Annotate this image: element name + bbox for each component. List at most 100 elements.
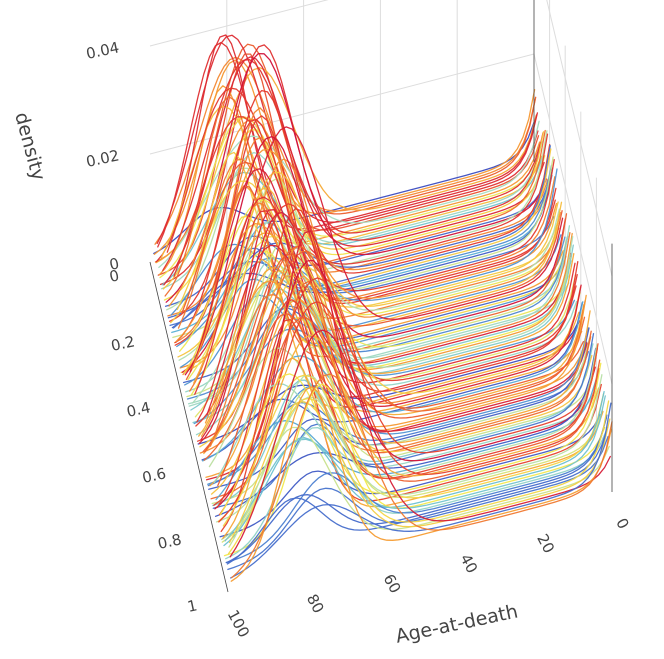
density-curve [177,158,560,329]
density-curve [219,362,602,516]
x-tick-label: 100 [224,607,253,641]
density-curve [166,130,548,311]
x-tick-label: 40 [456,551,481,576]
density-curve [214,259,596,510]
density-curve [157,41,539,248]
density-curve [220,318,602,533]
density-curve [230,402,612,579]
density-curve [176,168,558,348]
density-curve [212,343,594,507]
x-tick-label: 0 [612,515,632,532]
density-curve [180,234,562,368]
density-curve [153,59,536,255]
density-curve [154,43,537,263]
density-curve [230,386,613,582]
density-curve [173,136,556,344]
density-curve [213,277,595,506]
density-curves [153,34,613,582]
y-tick-label: 0.8 [156,530,183,553]
density-curve [166,87,549,265]
x-tick-label: 60 [380,571,405,596]
density-curve [173,116,555,292]
density-curve [170,165,553,316]
density-curve [227,397,610,555]
y-tick-label: 0.4 [125,398,152,421]
z-axis-title: density [10,110,49,183]
density-curve [162,116,545,290]
density-curve [196,208,579,442]
density-curve [168,118,550,307]
density-curve [189,168,572,373]
z-tick-label: 0.04 [84,38,120,63]
density-curve [191,236,574,404]
density-curve [225,426,607,560]
density-curve [156,34,539,245]
density-curve [196,210,578,423]
density-curve [155,34,538,263]
density-curve [174,115,556,346]
density-curve [180,186,563,374]
density-curve [218,301,600,523]
density-curve [165,52,547,303]
density-curve [202,246,585,453]
density-curve [226,426,609,565]
density-curve [209,298,591,487]
density-curve [216,344,598,523]
density-curve [204,280,587,428]
density-curve [227,435,609,571]
density-curve [200,211,582,441]
density-curve [176,180,559,311]
density-curve [175,118,557,344]
y-tick-label: 0.2 [109,332,136,355]
density-curve [163,129,546,301]
density-curve [222,357,604,539]
z-tick-label: 0.02 [84,146,120,171]
z-tick-label: 0 [108,254,121,274]
density-curve [224,395,606,542]
density-curve [181,161,563,327]
x-tick-label: 80 [303,591,328,616]
density-curve [158,85,541,276]
density-curve [225,417,608,564]
density-curve [217,334,600,523]
density-curve [215,378,597,501]
y-tick-label: 0.6 [141,464,168,487]
density-curve [204,253,586,453]
density-curve [203,250,586,461]
density-curve [209,294,592,452]
gridlines [149,0,613,426]
density-curve [218,317,601,516]
density-curve [221,374,603,541]
density-curve [200,267,583,437]
density-curve [179,158,562,369]
density-curve [164,95,546,297]
density-curve [162,58,544,272]
density-curve [194,270,577,418]
density-curve [223,383,606,557]
density-curve [198,258,580,437]
density-curve [217,313,599,487]
density-curve [157,53,540,276]
density-curve [228,401,611,544]
density-curve [160,105,542,259]
density-curve [168,89,551,322]
density-curve [193,232,575,384]
y-tick-label: 1 [186,596,199,616]
density-curve [202,301,584,462]
density-curve [229,329,611,558]
density-curve [222,374,605,527]
density-curve [159,44,542,286]
density-curve [186,235,569,400]
density-curve [169,145,551,327]
density-curve [203,274,585,455]
density-curve [195,203,577,427]
density-curve [198,209,581,444]
density-curve [187,235,569,381]
x-axis-title: Age-at-death [394,600,520,647]
density-curve [210,316,593,495]
density-curve [170,148,552,324]
density-curve [231,373,613,579]
density-curve [187,265,570,405]
density-curve [219,414,601,538]
